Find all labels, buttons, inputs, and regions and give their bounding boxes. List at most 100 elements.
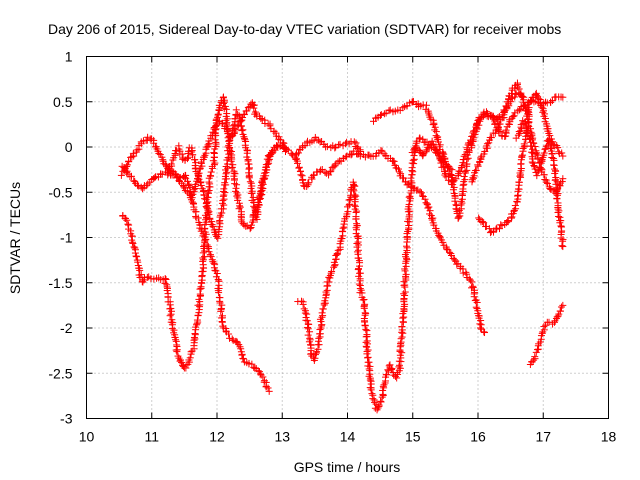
data-point <box>405 193 413 201</box>
data-point <box>247 189 255 197</box>
data-point <box>259 373 267 381</box>
y-tick-label: -0.5 <box>48 184 72 200</box>
data-point <box>432 148 440 156</box>
data-point <box>233 339 241 347</box>
x-tick-label: 15 <box>405 429 421 445</box>
data-point <box>553 187 561 195</box>
data-point <box>166 312 174 320</box>
data-point <box>441 171 449 179</box>
data-point <box>244 160 252 168</box>
data-point <box>476 324 484 332</box>
data-point <box>167 160 175 168</box>
data-point <box>483 140 491 148</box>
data-point <box>278 141 286 149</box>
x-tick-label: 11 <box>144 429 159 445</box>
data-point <box>464 154 472 162</box>
data-point <box>204 141 212 149</box>
data-point <box>232 106 240 114</box>
data-point <box>233 181 241 189</box>
data-point <box>168 325 176 333</box>
data-point <box>422 101 430 109</box>
data-point <box>401 291 409 299</box>
data-point <box>188 192 196 200</box>
data-point <box>312 351 320 359</box>
data-point <box>403 254 411 262</box>
data-point <box>311 354 319 362</box>
data-point <box>439 238 447 246</box>
data-point <box>426 141 434 149</box>
data-point <box>374 404 382 412</box>
data-point <box>433 149 441 157</box>
data-point <box>553 195 561 203</box>
data-point <box>211 136 219 144</box>
data-point <box>356 152 364 160</box>
data-point <box>250 202 258 210</box>
data-point <box>336 140 344 148</box>
data-point <box>176 357 184 365</box>
data-point <box>217 307 225 315</box>
data-point <box>526 135 534 143</box>
data-point <box>536 95 544 103</box>
data-point <box>306 328 314 336</box>
data-point <box>364 346 372 354</box>
y-axis-label: SDTVAR / TECUs <box>7 182 23 294</box>
data-point <box>192 180 200 188</box>
data-point <box>198 279 206 287</box>
data-point <box>237 122 245 130</box>
data-point <box>362 326 370 334</box>
data-point <box>530 162 538 170</box>
data-point <box>436 233 444 241</box>
data-point <box>232 126 240 134</box>
data-point <box>456 168 464 176</box>
data-point <box>353 233 361 241</box>
data-point <box>127 153 135 161</box>
data-point <box>355 280 363 288</box>
data-point <box>367 386 375 394</box>
data-point <box>552 180 560 188</box>
data-point <box>293 159 301 167</box>
data-point <box>175 354 183 362</box>
data-point <box>178 150 186 158</box>
data-point <box>300 182 308 190</box>
data-point <box>265 155 273 163</box>
data-point <box>459 181 467 189</box>
x-tick-label: 16 <box>470 429 486 445</box>
data-point <box>238 351 246 359</box>
data-point <box>303 183 311 191</box>
data-point <box>163 287 171 295</box>
data-point <box>319 305 327 313</box>
data-point <box>451 256 459 264</box>
data-point <box>305 179 313 187</box>
data-point <box>530 356 538 364</box>
data-point <box>395 357 403 365</box>
data-point <box>131 249 139 257</box>
data-point <box>394 165 402 173</box>
data-point <box>328 267 336 275</box>
data-point <box>265 387 273 395</box>
data-point <box>132 252 140 260</box>
data-point <box>405 200 413 208</box>
data-point <box>321 297 329 305</box>
data-point <box>383 371 391 379</box>
series-track-10 <box>526 301 567 368</box>
data-point <box>257 371 265 379</box>
data-point <box>197 181 205 189</box>
data-point <box>403 181 411 189</box>
series-track-11 <box>512 117 567 180</box>
data-point <box>199 249 207 257</box>
data-point <box>181 173 189 181</box>
data-point <box>423 200 431 208</box>
x-tick-label: 10 <box>79 429 95 445</box>
data-point <box>441 169 449 177</box>
data-point <box>243 107 251 115</box>
data-point <box>477 317 485 325</box>
data-point <box>322 288 330 296</box>
data-point <box>540 323 548 331</box>
data-point <box>515 178 523 186</box>
data-point <box>254 208 262 216</box>
axis-ticks <box>86 56 609 419</box>
data-point <box>556 219 564 227</box>
data-point <box>540 171 548 179</box>
y-tick-label: -1 <box>60 230 73 246</box>
data-point <box>316 326 324 334</box>
